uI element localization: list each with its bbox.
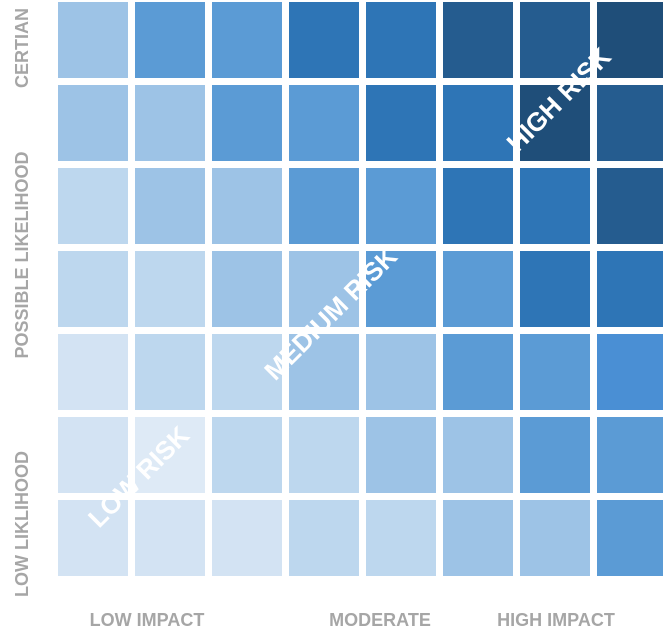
risk-cell <box>289 85 359 161</box>
risk-cell <box>289 500 359 576</box>
risk-cell <box>443 2 513 78</box>
risk-cell <box>597 85 663 161</box>
risk-cell <box>58 334 128 410</box>
risk-cell <box>212 168 282 244</box>
x-axis-label-low-impact: LOW IMPACT <box>90 610 205 630</box>
risk-cell <box>597 417 663 493</box>
risk-cell <box>520 168 590 244</box>
risk-cell <box>289 417 359 493</box>
risk-cell <box>135 2 205 78</box>
risk-cell <box>520 2 590 78</box>
y-axis-label-low-likelihood: LOW LIKLIHOOD <box>12 451 32 597</box>
risk-cell <box>58 168 128 244</box>
risk-cell <box>212 85 282 161</box>
risk-cell <box>597 334 663 410</box>
risk-cell <box>366 500 436 576</box>
risk-cell <box>212 2 282 78</box>
risk-cell <box>135 251 205 327</box>
risk-cell <box>135 85 205 161</box>
risk-cell <box>58 2 128 78</box>
risk-cell <box>289 2 359 78</box>
risk-cell <box>212 417 282 493</box>
risk-cell <box>58 85 128 161</box>
risk-cell <box>366 251 436 327</box>
risk-cell <box>597 168 663 244</box>
risk-cell <box>443 500 513 576</box>
risk-cell <box>366 168 436 244</box>
risk-cell <box>135 334 205 410</box>
risk-cell <box>597 500 663 576</box>
risk-cell <box>520 334 590 410</box>
risk-cell <box>520 417 590 493</box>
risk-cell <box>135 417 205 493</box>
risk-cell <box>443 334 513 410</box>
risk-cell <box>212 251 282 327</box>
risk-cell <box>58 251 128 327</box>
risk-cell <box>443 251 513 327</box>
risk-cell <box>443 85 513 161</box>
risk-cell <box>135 500 205 576</box>
risk-cell <box>289 168 359 244</box>
risk-cell <box>366 2 436 78</box>
x-axis-label-high-impact: HIGH IMPACT <box>497 610 615 630</box>
risk-cell <box>520 251 590 327</box>
risk-cell <box>443 168 513 244</box>
risk-cell <box>212 334 282 410</box>
y-axis-label-certain: CERTIAN <box>12 8 32 88</box>
risk-cell <box>135 168 205 244</box>
risk-cell <box>366 334 436 410</box>
risk-cell <box>58 417 128 493</box>
risk-grid <box>58 2 663 576</box>
risk-cell <box>366 85 436 161</box>
x-axis-label-moderate: MODERATE <box>329 610 431 630</box>
y-axis-label-possible-likelihood: POSSIBLE LIKELIHOOD <box>12 151 32 358</box>
risk-cell <box>597 251 663 327</box>
risk-cell <box>212 500 282 576</box>
risk-cell <box>366 417 436 493</box>
risk-cell <box>597 2 663 78</box>
risk-cell <box>289 251 359 327</box>
risk-cell <box>443 417 513 493</box>
risk-cell <box>520 500 590 576</box>
risk-cell <box>289 334 359 410</box>
risk-cell <box>58 500 128 576</box>
risk-cell <box>520 85 590 161</box>
